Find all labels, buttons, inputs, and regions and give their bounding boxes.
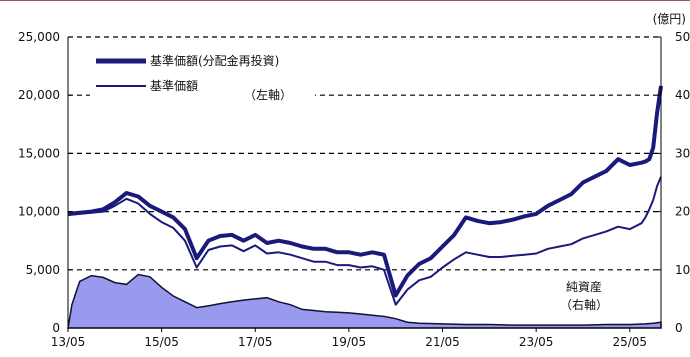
right-axis-ticks: 0 10 20 30 40 50 [657, 30, 690, 335]
left-tick-label: 0 [52, 321, 60, 335]
x-tick-label: 13/05 [51, 335, 86, 349]
right-tick-label: 40 [675, 88, 690, 102]
x-tick-label: 17/05 [238, 335, 273, 349]
legend-label-reinvested: 基準価額(分配金再投資) [150, 53, 279, 68]
right-axis-note: （右軸） [560, 297, 608, 312]
right-tick-label: 0 [675, 321, 683, 335]
net-assets-area-layer [67, 273, 662, 329]
series-line-reinvested [67, 85, 663, 298]
left-axis-ticks: 0 5,000 10,000 15,000 20,000 25,000 [18, 30, 72, 335]
x-tick-label: 25/05 [612, 335, 647, 349]
axes [67, 36, 662, 329]
price-lines-layer [67, 85, 663, 306]
series-line-nav [67, 176, 662, 306]
net-assets-label: 純資産 [566, 279, 602, 294]
right-tick-label: 30 [675, 146, 690, 160]
left-tick-label: 25,000 [18, 30, 60, 44]
left-axis-note-background [242, 85, 302, 103]
x-tick-label: 19/05 [332, 335, 367, 349]
left-tick-label: 15,000 [18, 146, 60, 160]
right-tick-label: 50 [675, 30, 690, 44]
x-tick-label: 21/05 [425, 335, 460, 349]
left-axis-note: （左軸） [244, 87, 292, 102]
x-axis-ticks: 13/05 15/05 17/05 19/05 21/05 23/05 25/05 [51, 328, 647, 349]
right-tick-label: 10 [675, 263, 690, 277]
x-tick-label: 23/05 [519, 335, 554, 349]
net-assets-label-background [553, 277, 613, 313]
left-tick-label: 5,000 [26, 263, 60, 277]
left-tick-label: 20,000 [18, 88, 60, 102]
left-tick-label: 10,000 [18, 205, 60, 219]
legend-label-nav: 基準価額 [150, 78, 198, 93]
net-assets-area [67, 273, 662, 329]
x-tick-label: 15/05 [144, 335, 179, 349]
right-axis-unit: (億円) [653, 12, 686, 26]
right-tick-label: 20 [675, 205, 690, 219]
